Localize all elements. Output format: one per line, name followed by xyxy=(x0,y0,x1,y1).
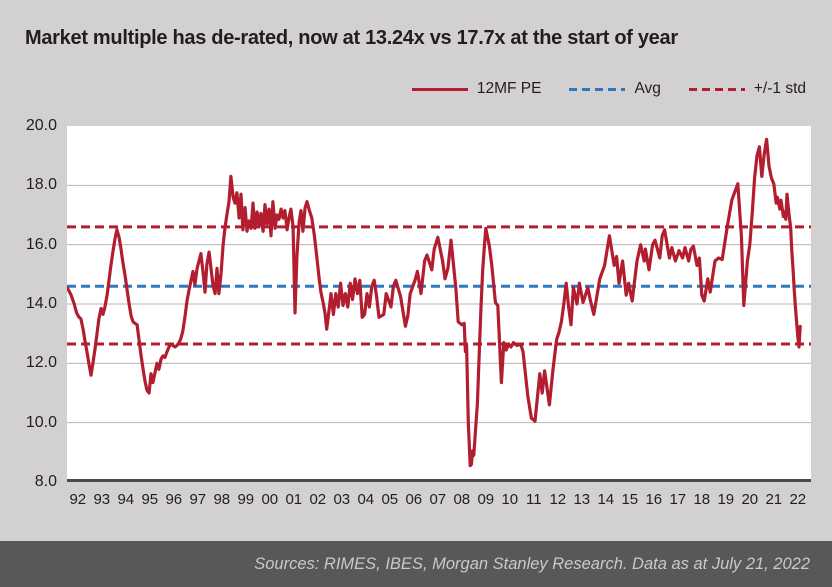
x-tick-label: 08 xyxy=(453,491,471,508)
source-footer-bar: Sources: RIMES, IBES, Morgan Stanley Res… xyxy=(0,541,832,587)
x-axis-line xyxy=(67,479,811,482)
blue-dashed-line-swatch-icon xyxy=(569,87,626,91)
x-tick-label: 11 xyxy=(526,491,542,508)
x-tick-label: 14 xyxy=(597,491,615,508)
y-tick-label: 18.0 xyxy=(25,176,57,194)
legend: 12MF PE Avg +/-1 std xyxy=(411,80,806,98)
x-tick-label: 10 xyxy=(501,491,519,508)
x-tick-label: 06 xyxy=(405,491,423,508)
x-tick-label: 13 xyxy=(573,491,591,508)
legend-label-avg: Avg xyxy=(634,80,661,97)
pe-series-line xyxy=(65,137,802,468)
legend-item-12mf-pe: 12MF PE xyxy=(411,80,542,98)
y-tick-label: 14.0 xyxy=(25,295,57,312)
legend-item-avg: Avg xyxy=(569,80,661,98)
legend-item-std: +/-1 std xyxy=(688,80,806,98)
y-tick-label: 16.0 xyxy=(25,235,57,253)
plot-area xyxy=(65,126,811,482)
x-tick-label: 20 xyxy=(741,491,759,508)
chart-title: Market multiple has de-rated, now at 13.… xyxy=(25,27,678,49)
x-tick-label: 97 xyxy=(189,491,207,508)
x-tick-label: 18 xyxy=(693,491,711,508)
x-tick-label: 96 xyxy=(165,491,183,508)
x-tick-label: 93 xyxy=(93,491,111,508)
y-tick-label: 8.0 xyxy=(34,473,57,490)
x-tick-label: 02 xyxy=(309,491,327,508)
x-tick-label: 00 xyxy=(261,491,279,508)
red-dashed-line-swatch-icon xyxy=(688,87,745,91)
legend-label-12mf-pe: 12MF PE xyxy=(476,80,542,97)
x-tick-label: 19 xyxy=(717,491,735,508)
x-tick-label: 07 xyxy=(429,491,447,508)
y-tick-label: 12.0 xyxy=(25,354,57,372)
x-tick-label: 22 xyxy=(789,491,807,508)
x-tick-label: 09 xyxy=(477,491,495,508)
x-tick-label: 17 xyxy=(669,491,687,508)
x-tick-label: 21 xyxy=(765,491,783,508)
x-tick-label: 16 xyxy=(645,491,663,508)
x-tick-label: 98 xyxy=(213,491,231,508)
x-tick-label: 99 xyxy=(237,491,255,508)
x-tick-label: 92 xyxy=(69,491,87,508)
x-tick-label: 04 xyxy=(357,491,375,508)
pe-chart-svg xyxy=(65,137,811,482)
x-tick-label: 05 xyxy=(381,491,399,508)
x-tick-label: 15 xyxy=(621,491,639,508)
x-tick-label: 03 xyxy=(333,491,351,508)
x-tick-label: 01 xyxy=(285,491,303,508)
y-tick-label: 10.0 xyxy=(25,413,57,431)
solid-red-line-swatch-icon xyxy=(411,87,468,91)
x-tick-label: 12 xyxy=(549,491,567,508)
source-text: Sources: RIMES, IBES, Morgan Stanley Res… xyxy=(254,555,810,573)
x-tick-label: 94 xyxy=(117,491,135,508)
legend-label-std: +/-1 std xyxy=(753,80,806,97)
x-tick-label: 95 xyxy=(141,491,159,508)
y-tick-label: 20.0 xyxy=(25,117,57,134)
